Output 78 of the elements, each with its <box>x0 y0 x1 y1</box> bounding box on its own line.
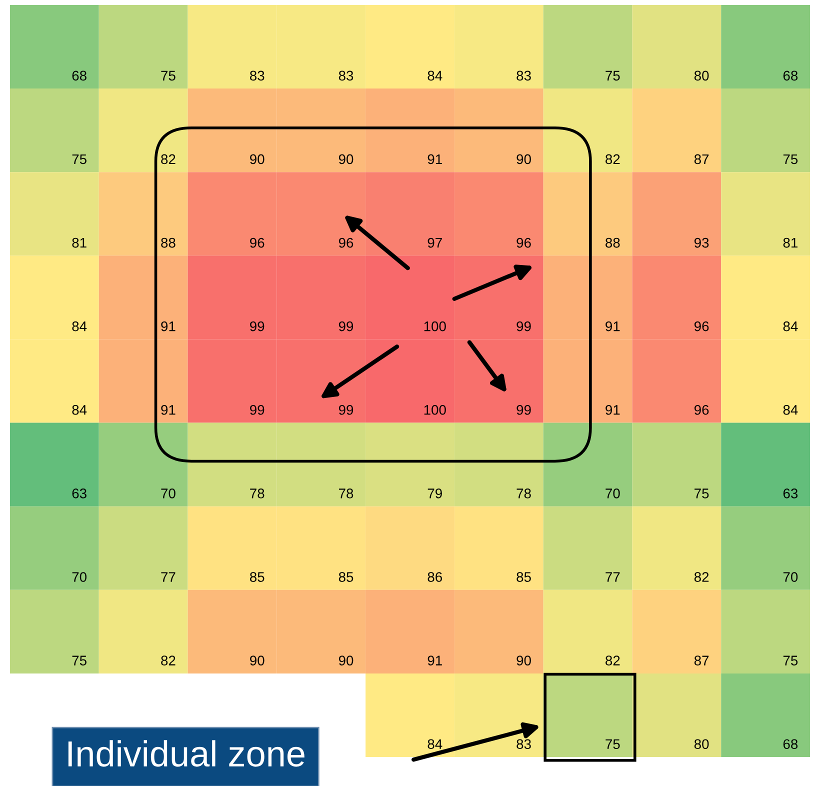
data-label: 90 <box>516 656 531 666</box>
data-label: 83 <box>250 70 264 81</box>
annotation: Individual zone <box>68 740 304 767</box>
data-label: 81 <box>783 238 798 248</box>
data-label: 90 <box>338 154 354 164</box>
data-label: 70 <box>783 572 798 582</box>
data-label: 83 <box>516 70 531 81</box>
data-label: 78 <box>250 488 264 498</box>
data-label: 77 <box>161 572 176 582</box>
data-label: 82 <box>161 656 176 666</box>
data-label: 96 <box>516 238 531 248</box>
data-label: 100 <box>424 321 446 332</box>
data-label: 85 <box>338 572 354 582</box>
data-label: 70 <box>606 488 620 498</box>
data-label: 87 <box>694 154 709 164</box>
data-label: 75 <box>161 70 176 81</box>
data-label: 91 <box>428 656 442 666</box>
data-label: 99 <box>516 404 531 415</box>
data-label: 68 <box>783 70 798 81</box>
data-label: 84 <box>72 404 87 415</box>
data-label: 97 <box>428 238 442 248</box>
data-label: 96 <box>338 238 354 248</box>
data-label: 83 <box>338 70 354 81</box>
data-label: 85 <box>250 572 264 582</box>
data-label: 75 <box>606 739 620 750</box>
data-label: 90 <box>250 154 264 164</box>
data-label: 79 <box>428 488 442 498</box>
data-label: 83 <box>516 739 531 750</box>
data-label: 82 <box>694 572 709 582</box>
data-label: 85 <box>516 572 531 582</box>
data-label: 90 <box>516 154 531 164</box>
data-label: 99 <box>250 404 264 415</box>
data-label: 82 <box>606 656 620 666</box>
data-label: 91 <box>606 404 620 415</box>
data-label: 81 <box>72 238 86 248</box>
data-label: 99 <box>338 321 354 332</box>
data-label: 75 <box>694 488 709 498</box>
data-label: 96 <box>250 238 264 248</box>
data-label: 75 <box>72 656 86 666</box>
data-label: 75 <box>783 154 798 164</box>
data-label: 68 <box>783 739 798 750</box>
data-label: 82 <box>606 154 620 164</box>
data-label: 99 <box>250 321 264 332</box>
data-label: 96 <box>694 321 709 332</box>
data-label: 90 <box>250 656 264 666</box>
data-label: 84 <box>783 321 798 332</box>
data-label: 91 <box>606 321 620 332</box>
data-label: 70 <box>161 488 176 498</box>
data-label: 88 <box>606 238 620 248</box>
data-label: 84 <box>428 70 442 81</box>
data-label: 75 <box>606 70 620 81</box>
data-label: 96 <box>694 404 709 415</box>
data-label: 63 <box>783 488 798 498</box>
data-label: 91 <box>161 404 176 415</box>
data-label: 84 <box>72 321 87 332</box>
data-label: 75 <box>72 154 86 164</box>
data-label: 99 <box>516 321 531 332</box>
data-label: 99 <box>338 404 354 415</box>
data-label: 77 <box>606 572 620 582</box>
data-label: 80 <box>694 70 709 81</box>
data-label: 82 <box>161 154 176 164</box>
data-label: 68 <box>72 70 86 81</box>
data-label: 84 <box>428 739 442 750</box>
data-label: 78 <box>338 488 354 498</box>
data-label: 87 <box>694 656 709 666</box>
data-label: 78 <box>516 488 531 498</box>
data-label: 75 <box>783 656 798 666</box>
data-label: 86 <box>428 572 442 582</box>
data-label: 88 <box>161 238 176 248</box>
data-label: 91 <box>161 321 176 332</box>
data-label: 84 <box>783 404 798 415</box>
data-label: 100 <box>424 404 446 415</box>
data-label: 91 <box>428 154 442 164</box>
data-label: 93 <box>694 238 709 248</box>
data-label: 63 <box>72 488 86 498</box>
data-label: 80 <box>694 739 709 750</box>
data-label: 70 <box>72 572 87 582</box>
data-label: 90 <box>338 656 354 666</box>
